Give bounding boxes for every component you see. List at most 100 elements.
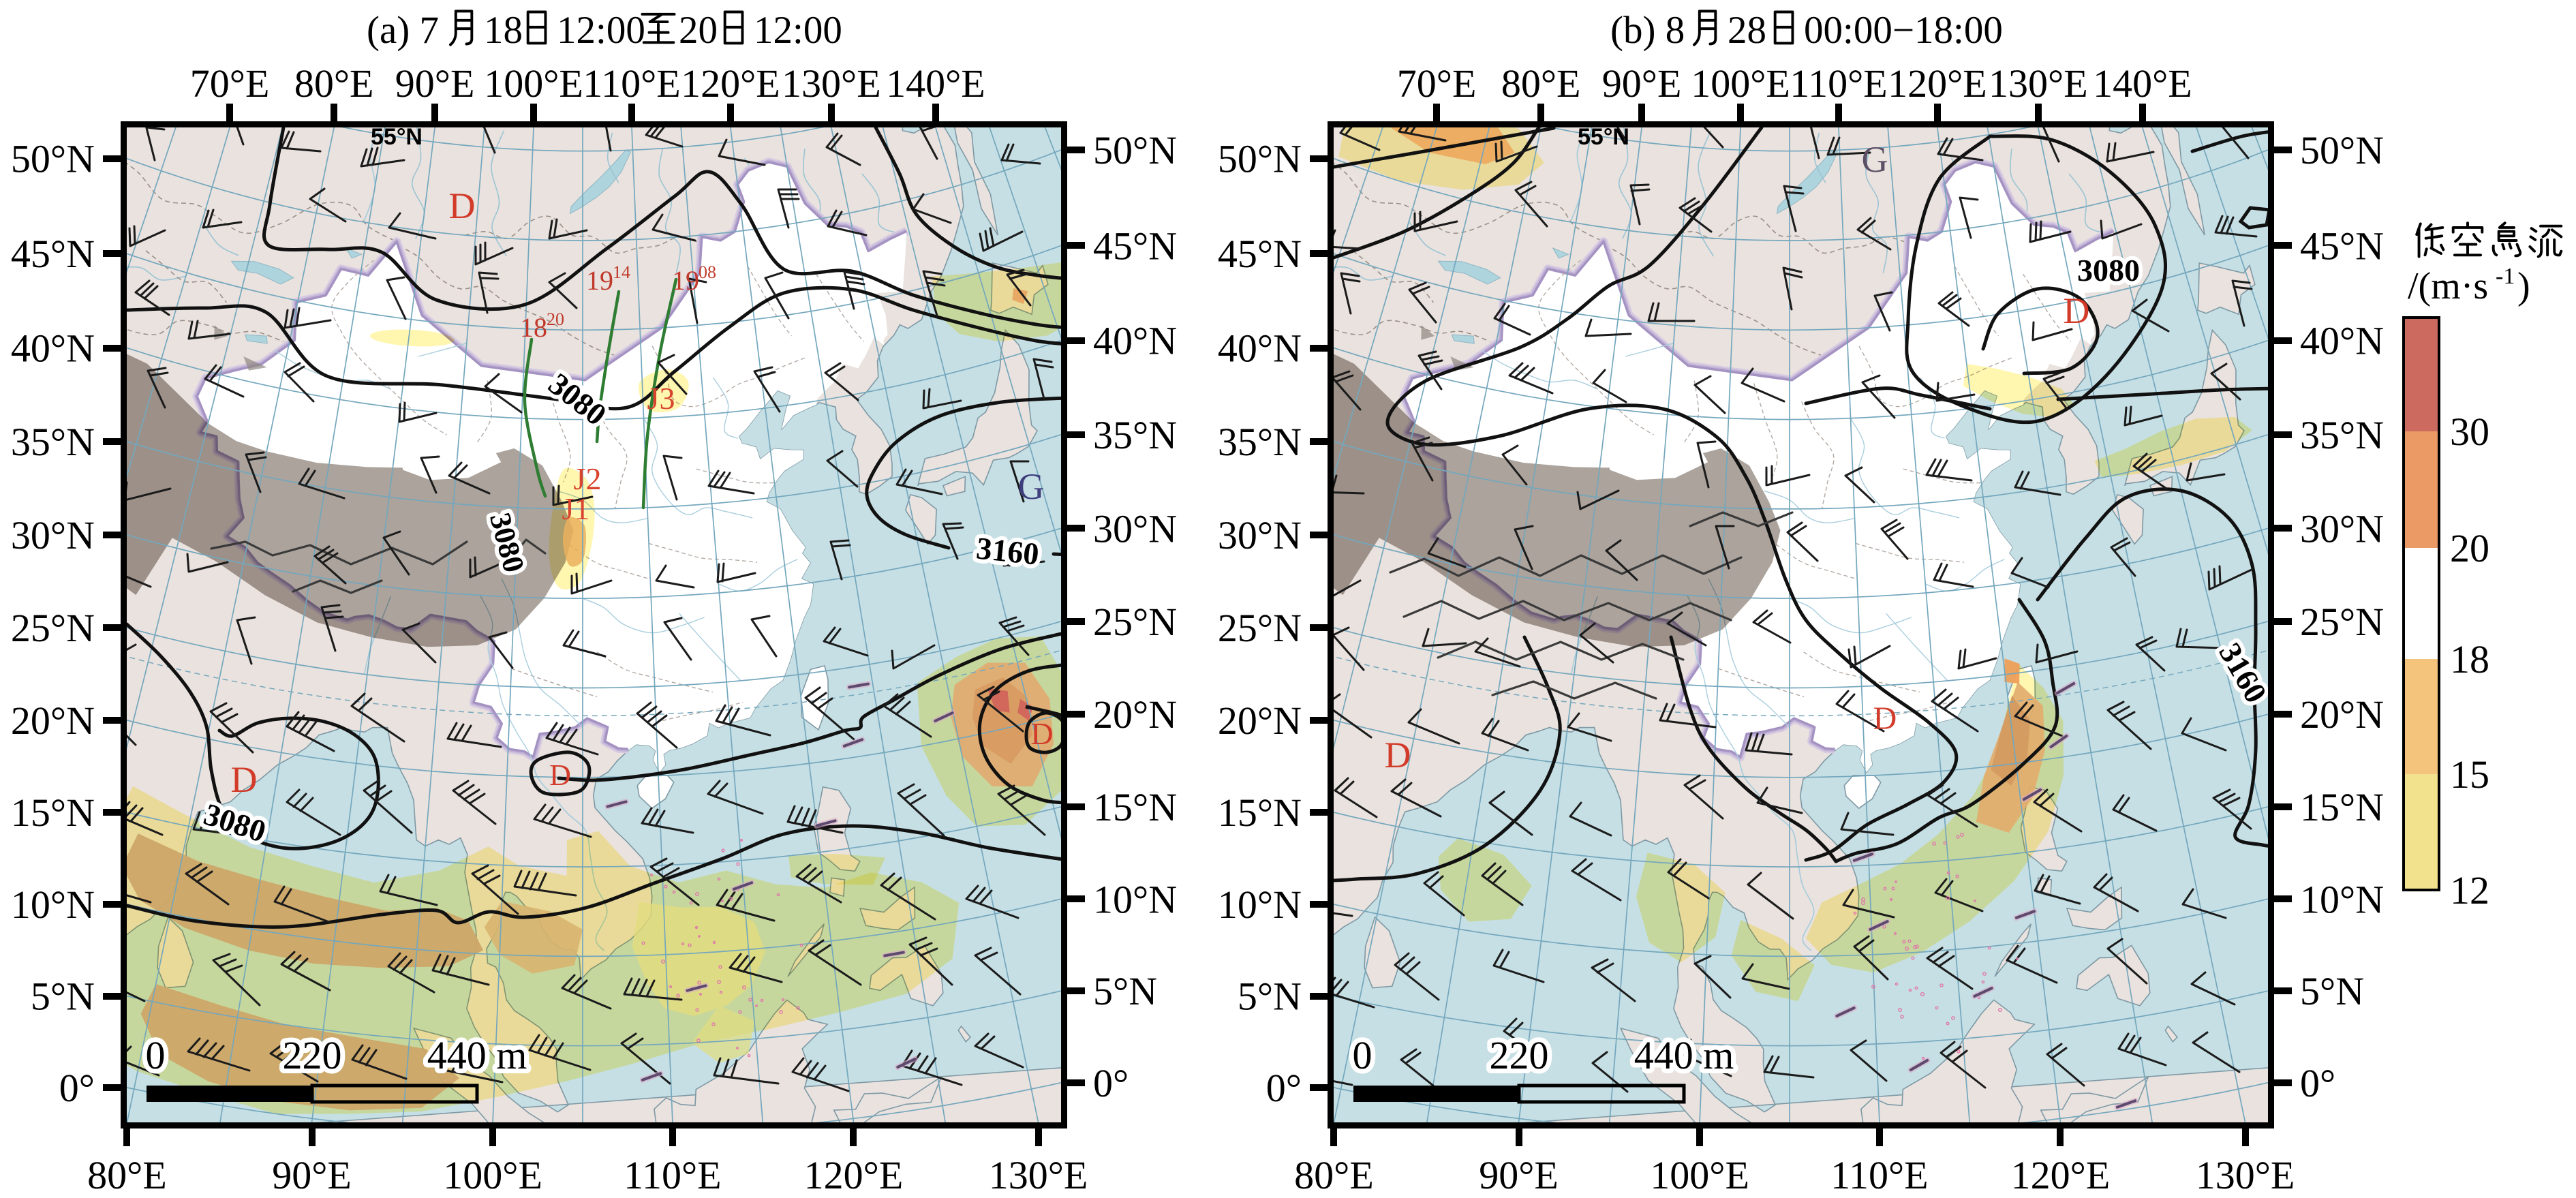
svg-text:20°N: 20°N xyxy=(1218,698,1302,743)
svg-text:/(m·s: /(m·s xyxy=(2408,265,2488,307)
svg-text:35°N: 35°N xyxy=(2300,413,2384,457)
svg-text:80°E: 80°E xyxy=(294,61,374,106)
svg-text:30°N: 30°N xyxy=(2300,506,2384,551)
svg-text:20°N: 20°N xyxy=(2300,692,2384,737)
svg-text:0°: 0° xyxy=(1266,1066,1302,1110)
svg-text:90°E: 90°E xyxy=(1602,61,1682,106)
svg-text:08: 08 xyxy=(699,262,716,282)
svg-text:45°N: 45°N xyxy=(1093,224,1177,268)
svg-text:25°N: 25°N xyxy=(1093,600,1177,644)
svg-text:35°N: 35°N xyxy=(1093,413,1177,457)
svg-text:120°E: 120°E xyxy=(2011,1153,2111,1197)
svg-text:D: D xyxy=(1873,701,1897,737)
svg-text:15°N: 15°N xyxy=(1093,785,1177,829)
svg-text:20°N: 20°N xyxy=(1093,692,1177,737)
svg-text:50°N: 50°N xyxy=(2300,128,2384,172)
svg-text:D: D xyxy=(549,758,571,792)
svg-text:0: 0 xyxy=(1353,1033,1373,1077)
svg-text:30°N: 30°N xyxy=(11,513,95,557)
svg-text:15: 15 xyxy=(2450,752,2489,797)
svg-text:D: D xyxy=(1030,716,1053,751)
svg-text:15°N: 15°N xyxy=(1218,790,1302,835)
svg-text:35°N: 35°N xyxy=(1218,420,1302,464)
svg-text:3160: 3160 xyxy=(975,530,1041,571)
svg-text:45°N: 45°N xyxy=(2300,224,2384,268)
svg-text:-1: -1 xyxy=(2496,264,2515,289)
svg-text:55°N: 55°N xyxy=(1578,124,1629,150)
svg-text:25°N: 25°N xyxy=(2300,600,2384,644)
svg-text:440 m: 440 m xyxy=(427,1033,527,1077)
svg-text:110°E: 110°E xyxy=(624,1153,721,1197)
svg-text:10°N: 10°N xyxy=(11,882,95,927)
svg-text:30°N: 30°N xyxy=(1093,506,1177,551)
svg-text:G: G xyxy=(1018,466,1045,507)
svg-text:40°N: 40°N xyxy=(1218,326,1302,371)
svg-text:): ) xyxy=(2517,265,2530,307)
svg-text:0°: 0° xyxy=(2300,1061,2335,1105)
svg-text:D: D xyxy=(231,759,258,800)
svg-text:30°N: 30°N xyxy=(1218,513,1302,557)
svg-text:90°E: 90°E xyxy=(272,1153,352,1197)
svg-text:18: 18 xyxy=(520,312,547,343)
svg-text:20°N: 20°N xyxy=(11,698,95,743)
svg-text:25°N: 25°N xyxy=(11,606,95,650)
svg-text:90°E: 90°E xyxy=(1479,1153,1559,1197)
svg-text:110°E: 110°E xyxy=(1790,61,1887,106)
svg-text:40°N: 40°N xyxy=(11,326,95,371)
svg-text:40°N: 40°N xyxy=(1093,319,1177,363)
svg-text:70°E: 70°E xyxy=(190,61,270,106)
svg-text:40°N: 40°N xyxy=(2300,319,2384,363)
svg-text:100°E: 100°E xyxy=(484,61,583,106)
svg-text:130°E: 130°E xyxy=(1989,61,2088,106)
svg-text:(a) 7: (a) 7 xyxy=(367,9,439,52)
svg-text:220: 220 xyxy=(1490,1033,1549,1077)
svg-text:18: 18 xyxy=(484,9,523,52)
svg-text:D: D xyxy=(2064,290,2090,331)
svg-text:0°: 0° xyxy=(1093,1061,1129,1105)
svg-text:12:00: 12:00 xyxy=(754,9,842,52)
svg-text:90°E: 90°E xyxy=(395,61,475,106)
svg-text:30: 30 xyxy=(2450,410,2489,454)
svg-text:10°N: 10°N xyxy=(1093,877,1177,921)
svg-text:220: 220 xyxy=(283,1033,342,1077)
svg-text:25°N: 25°N xyxy=(1218,606,1302,650)
svg-text:15°N: 15°N xyxy=(11,790,95,835)
svg-text:12:00: 12:00 xyxy=(557,9,645,52)
svg-text:100°E: 100°E xyxy=(1650,1153,1749,1197)
svg-text:J2: J2 xyxy=(574,461,602,496)
svg-text:45°N: 45°N xyxy=(11,232,95,276)
svg-text:130°E: 130°E xyxy=(782,61,881,106)
svg-text:110°E: 110°E xyxy=(1830,1153,1928,1197)
svg-text:80°E: 80°E xyxy=(1501,61,1581,106)
svg-text:3080: 3080 xyxy=(2077,253,2140,288)
svg-text:5°N: 5°N xyxy=(1238,974,1302,1019)
svg-text:440 m: 440 m xyxy=(1634,1033,1734,1077)
svg-text:D: D xyxy=(1385,735,1411,775)
svg-text:120°E: 120°E xyxy=(804,1153,904,1197)
svg-text:10°N: 10°N xyxy=(2300,877,2384,921)
svg-text:20: 20 xyxy=(547,309,564,329)
svg-text:80°E: 80°E xyxy=(1294,1153,1374,1197)
svg-text:5°N: 5°N xyxy=(31,974,95,1019)
svg-text:120°E: 120°E xyxy=(681,61,780,106)
svg-text:70°E: 70°E xyxy=(1397,61,1477,106)
svg-text:0: 0 xyxy=(146,1033,166,1077)
svg-text:19: 19 xyxy=(586,265,613,296)
svg-text:140°E: 140°E xyxy=(2093,61,2192,106)
svg-text:15°N: 15°N xyxy=(2300,785,2384,829)
svg-text:0°: 0° xyxy=(59,1066,95,1110)
svg-text:J3: J3 xyxy=(647,381,675,416)
svg-text:G: G xyxy=(1862,139,1888,180)
svg-text:80°E: 80°E xyxy=(87,1153,167,1197)
svg-text:28: 28 xyxy=(1728,9,1766,52)
svg-text:12: 12 xyxy=(2450,868,2489,912)
svg-text:20: 20 xyxy=(2450,526,2489,570)
svg-text:14: 14 xyxy=(613,262,630,282)
svg-text:130°E: 130°E xyxy=(2196,1153,2295,1197)
svg-text:5°N: 5°N xyxy=(2300,969,2364,1013)
svg-text:140°E: 140°E xyxy=(886,61,985,106)
svg-text:18: 18 xyxy=(2450,637,2489,681)
svg-text:(b) 8: (b) 8 xyxy=(1610,9,1685,52)
svg-text:120°E: 120°E xyxy=(1888,61,1987,106)
svg-text:20: 20 xyxy=(679,9,718,52)
